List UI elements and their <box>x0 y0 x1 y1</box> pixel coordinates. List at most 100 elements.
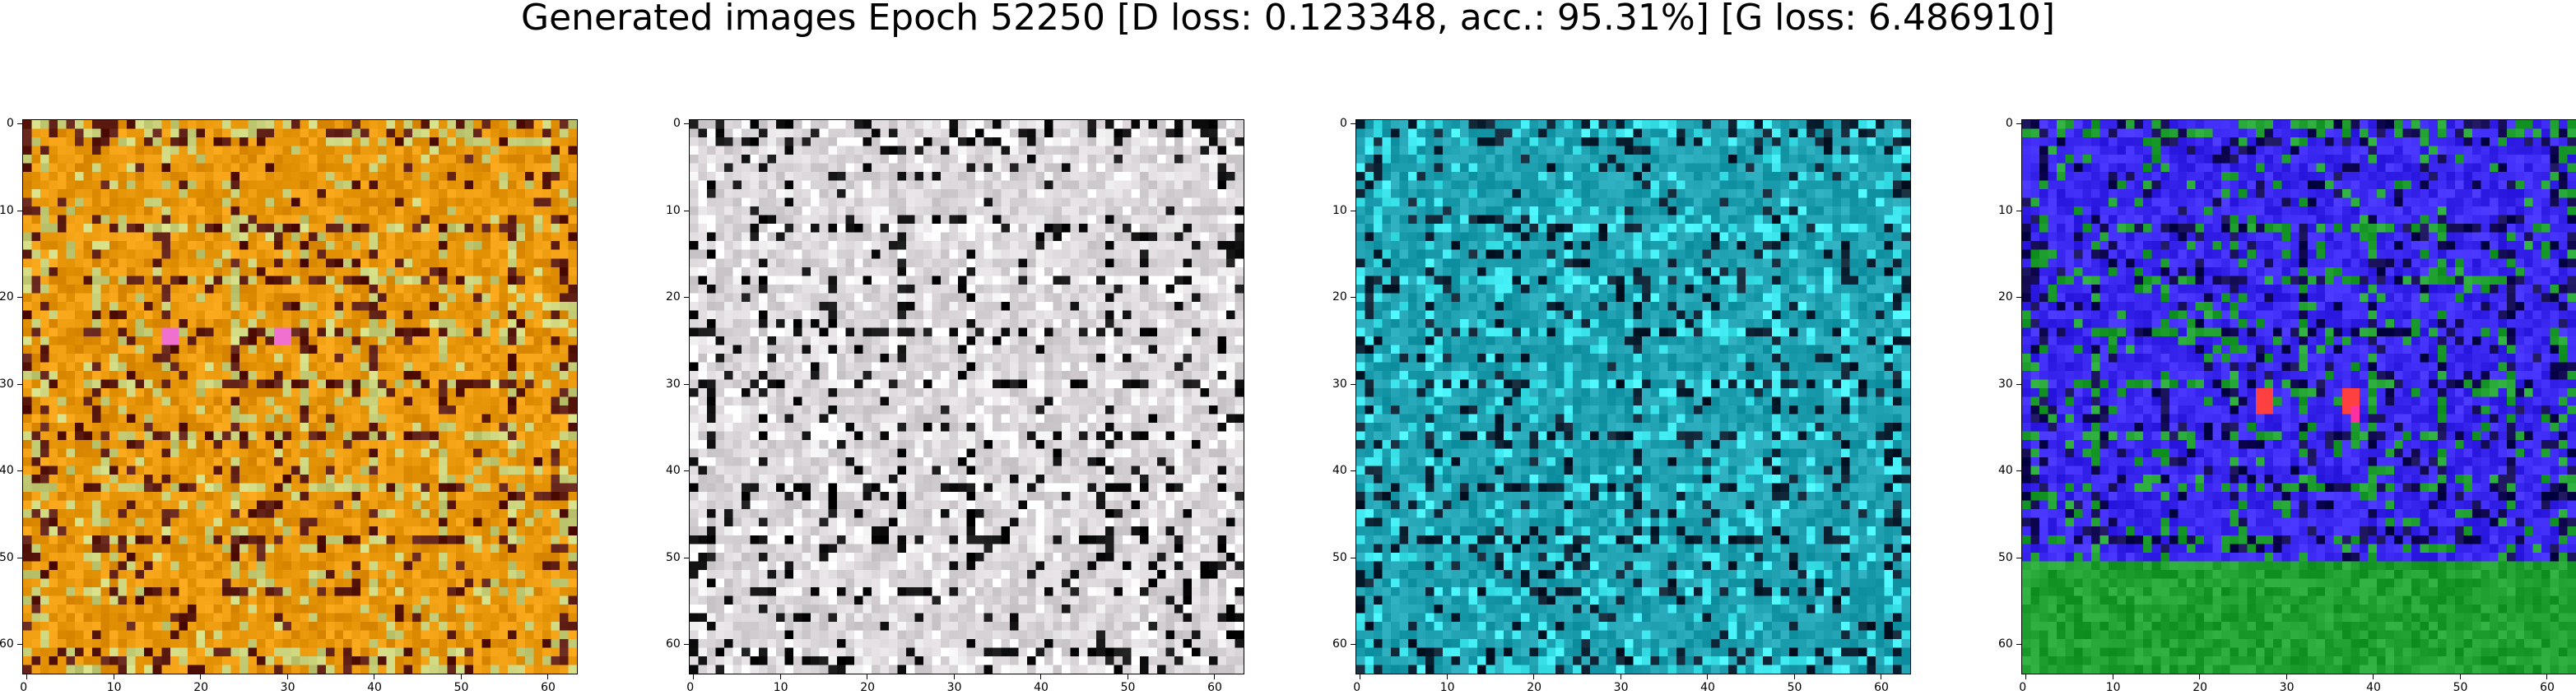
y-tick-label: 50 <box>0 550 14 564</box>
y-tick-label: 0 <box>7 117 14 131</box>
x-tick-mark <box>2285 674 2287 679</box>
y-tick-label: 50 <box>1998 550 2013 564</box>
x-tick-label: 50 <box>2453 681 2468 694</box>
figure-title: Generated images Epoch 52250 [D loss: 0.… <box>520 0 2056 39</box>
y-tick-label: 0 <box>2006 117 2013 131</box>
x-tick-mark <box>200 674 202 679</box>
y-tick-label: 30 <box>1998 377 2013 391</box>
y-tick-label: 20 <box>1998 290 2013 304</box>
x-tick-mark <box>26 674 28 679</box>
x-tick-mark <box>1707 674 1709 679</box>
y-tick-mark <box>17 470 22 472</box>
generated-image-3 <box>1356 120 1910 674</box>
y-tick-label: 10 <box>0 203 14 217</box>
x-tick-label: 40 <box>2366 681 2381 694</box>
y-tick-label: 40 <box>1998 464 2013 478</box>
y-tick-mark <box>2016 123 2021 125</box>
x-tick-mark <box>2459 674 2461 679</box>
y-tick-mark <box>17 297 22 299</box>
x-tick-label: 30 <box>1613 681 1629 694</box>
x-tick-label: 20 <box>2192 681 2208 694</box>
x-tick-label: 60 <box>1207 681 1222 694</box>
x-tick-label: 60 <box>541 681 556 694</box>
x-tick-mark <box>2199 674 2201 679</box>
y-tick-mark <box>684 297 689 299</box>
y-tick-label: 30 <box>1332 377 1347 391</box>
y-tick-mark <box>1351 297 1355 299</box>
x-tick-mark <box>693 674 695 679</box>
y-tick-label: 30 <box>0 377 14 391</box>
x-tick-label: 10 <box>2105 681 2121 694</box>
x-tick-label: 30 <box>280 681 295 694</box>
x-tick-label: 20 <box>193 681 209 694</box>
y-tick-mark <box>684 123 689 125</box>
x-tick-mark <box>779 674 781 679</box>
y-tick-label: 10 <box>1998 203 2013 217</box>
x-tick-mark <box>953 674 955 679</box>
y-tick-mark <box>1351 644 1355 646</box>
x-tick-mark <box>547 674 549 679</box>
x-tick-mark <box>2373 674 2374 679</box>
image-panel-2 <box>689 119 1244 674</box>
x-tick-mark <box>2546 674 2548 679</box>
x-tick-mark <box>1793 674 1795 679</box>
y-tick-label: 20 <box>1332 290 1347 304</box>
x-tick-mark <box>460 674 462 679</box>
x-tick-mark <box>1620 674 1621 679</box>
y-tick-mark <box>17 644 22 646</box>
x-tick-label: 0 <box>1353 681 1361 694</box>
y-tick-label: 60 <box>1998 637 2013 651</box>
y-tick-label: 10 <box>666 203 681 217</box>
x-tick-label: 0 <box>2019 681 2027 694</box>
image-panel-3 <box>1355 119 1911 674</box>
x-tick-mark <box>1446 674 1448 679</box>
x-tick-label: 60 <box>1874 681 1889 694</box>
y-tick-label: 50 <box>1332 550 1347 564</box>
y-tick-label: 60 <box>666 637 681 651</box>
x-tick-mark <box>1533 674 1535 679</box>
y-tick-mark <box>1351 123 1355 125</box>
y-tick-mark <box>17 123 22 125</box>
x-tick-label: 10 <box>106 681 122 694</box>
y-tick-mark <box>17 383 22 385</box>
x-tick-label: 40 <box>1700 681 1715 694</box>
x-tick-label: 50 <box>453 681 469 694</box>
x-tick-label: 0 <box>686 681 695 694</box>
x-tick-label: 50 <box>1120 681 1136 694</box>
x-tick-label: 30 <box>946 681 962 694</box>
x-tick-label: 60 <box>2540 681 2555 694</box>
generated-image-4 <box>2022 120 2576 674</box>
x-tick-mark <box>2025 674 2027 679</box>
x-tick-mark <box>1040 674 1042 679</box>
x-tick-label: 30 <box>2279 681 2295 694</box>
y-tick-mark <box>1351 470 1355 472</box>
y-tick-mark <box>2016 297 2021 299</box>
x-tick-mark <box>286 674 288 679</box>
y-tick-mark <box>684 644 689 646</box>
y-tick-mark <box>2016 470 2021 472</box>
x-tick-label: 0 <box>20 681 28 694</box>
y-tick-label: 40 <box>0 464 14 478</box>
y-tick-mark <box>2016 383 2021 385</box>
y-tick-label: 40 <box>666 464 681 478</box>
x-tick-label: 40 <box>367 681 382 694</box>
generated-image-2 <box>690 120 1244 674</box>
image-panel-4 <box>2021 119 2576 674</box>
x-tick-mark <box>1214 674 1216 679</box>
y-tick-mark <box>684 383 689 385</box>
y-tick-mark <box>684 470 689 472</box>
y-tick-label: 50 <box>666 550 681 564</box>
image-panel-1 <box>22 119 578 674</box>
x-tick-label: 40 <box>1034 681 1049 694</box>
generated-image-1 <box>23 120 577 674</box>
x-tick-label: 10 <box>1439 681 1455 694</box>
y-tick-label: 20 <box>666 290 681 304</box>
x-tick-label: 50 <box>1787 681 1802 694</box>
y-tick-label: 20 <box>0 290 14 304</box>
y-tick-label: 60 <box>1332 637 1347 651</box>
y-tick-label: 10 <box>1332 203 1347 217</box>
x-tick-label: 20 <box>860 681 876 694</box>
y-tick-mark <box>1351 383 1355 385</box>
y-tick-mark <box>2016 644 2021 646</box>
y-tick-label: 0 <box>673 117 681 131</box>
